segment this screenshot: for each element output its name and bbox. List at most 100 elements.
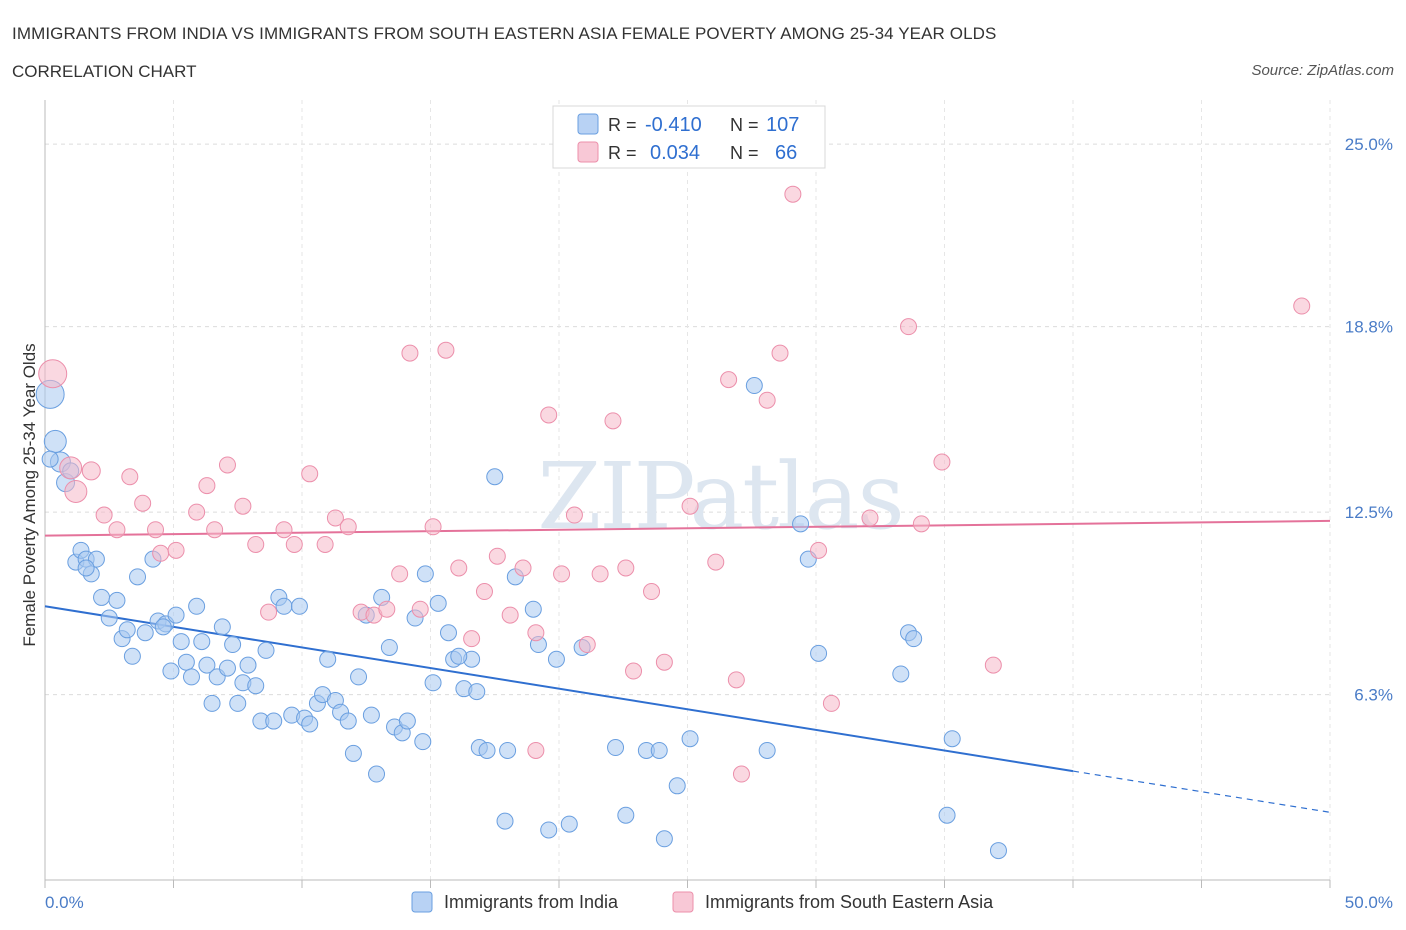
data-point-india (77, 559, 95, 577)
data-point-india (524, 600, 542, 618)
legend-r-label-india: R = (608, 115, 637, 135)
data-point-sea (727, 671, 745, 689)
data-point-india (93, 588, 111, 606)
legend-swatch-india (577, 113, 599, 135)
y-tick-label: 6.3% (1354, 686, 1393, 705)
chart-subtitle: CORRELATION CHART (12, 62, 197, 81)
data-point-india (439, 624, 457, 642)
data-point-india (650, 741, 668, 759)
data-points (35, 185, 1311, 860)
data-point-india (193, 633, 211, 651)
data-point-sea (604, 412, 622, 430)
data-point-sea (81, 461, 101, 481)
data-point-india (892, 665, 910, 683)
data-point-india (172, 633, 190, 651)
data-point-india (745, 377, 763, 395)
data-point-sea (488, 547, 506, 565)
data-point-sea (501, 606, 519, 624)
data-point-sea (301, 465, 319, 483)
data-point-sea (984, 656, 1002, 674)
data-point-sea (234, 497, 252, 515)
data-point-india (424, 674, 442, 692)
data-point-sea (450, 559, 468, 577)
data-point-india (123, 647, 141, 665)
data-point-india (540, 821, 558, 839)
data-point-sea (152, 544, 170, 562)
legend-r-label-sea: R = (608, 143, 637, 163)
data-point-india (167, 606, 185, 624)
x-tick-label: 50.0% (1345, 893, 1393, 912)
bottom-legend-swatch-india (411, 891, 433, 913)
data-point-sea (339, 518, 357, 536)
data-point-india (239, 656, 257, 674)
data-point-sea (424, 518, 442, 536)
data-point-india (257, 641, 275, 659)
data-point-india (810, 644, 828, 662)
data-point-sea (720, 371, 738, 389)
bottom-legend: Immigrants from India Immigrants from So… (411, 891, 994, 913)
data-point-sea (391, 565, 409, 583)
data-point-india (108, 591, 126, 609)
trend-line-sea (44, 519, 1331, 537)
data-point-india (668, 777, 686, 795)
data-point-india (905, 630, 923, 648)
data-point-sea (732, 765, 750, 783)
legend-n-label-india: N = (730, 115, 759, 135)
data-point-india (478, 741, 496, 759)
data-point-india (617, 806, 635, 824)
y-tick-label: 25.0% (1345, 135, 1393, 154)
data-point-sea (771, 344, 789, 362)
data-point-india (319, 650, 337, 668)
data-point-india (177, 653, 195, 671)
data-point-sea (316, 535, 334, 553)
data-point-sea (401, 344, 419, 362)
data-point-india (188, 597, 206, 615)
data-point-sea (188, 503, 206, 521)
data-point-india (792, 515, 810, 533)
data-point-india (182, 668, 200, 686)
data-point-sea (206, 521, 224, 539)
data-point-sea (527, 741, 545, 759)
data-point-sea (810, 541, 828, 559)
data-point-sea (625, 662, 643, 680)
data-point-sea (553, 565, 571, 583)
data-point-india (681, 730, 699, 748)
data-point-india (496, 812, 514, 830)
data-point-india (547, 650, 565, 668)
data-point-india (943, 730, 961, 748)
data-point-india (368, 765, 386, 783)
trend-lines (44, 519, 1331, 813)
data-point-india (301, 715, 319, 733)
data-point-sea (411, 600, 429, 618)
data-point-sea (758, 391, 776, 409)
bottom-legend-label-sea: Immigrants from South Eastern Asia (705, 892, 994, 912)
data-point-india (198, 656, 216, 674)
data-point-sea (527, 624, 545, 642)
chart-title: IMMIGRANTS FROM INDIA VS IMMIGRANTS FROM… (12, 24, 997, 43)
data-point-sea (59, 456, 83, 480)
data-point-sea (617, 559, 635, 577)
data-point-sea (38, 359, 68, 389)
data-point-india (938, 806, 956, 824)
data-point-sea (378, 600, 396, 618)
data-point-india (154, 618, 172, 636)
data-point-sea (147, 521, 165, 539)
data-point-india (607, 739, 625, 757)
data-point-sea (912, 515, 930, 533)
data-point-india (218, 659, 236, 677)
x-tick-labels: 0.0% 50.0% (45, 893, 1393, 912)
data-point-india (265, 712, 283, 730)
y-tick-label: 12.5% (1345, 503, 1393, 522)
legend-n-value-sea: 66 (775, 142, 797, 164)
data-point-sea (260, 603, 278, 621)
data-point-sea (108, 521, 126, 539)
data-point-india (560, 815, 578, 833)
data-point-india (450, 647, 468, 665)
data-point-india (350, 668, 368, 686)
legend-r-value-india: -0.410 (645, 114, 702, 136)
data-point-sea (784, 185, 802, 203)
data-point-sea (655, 653, 673, 671)
data-point-sea (198, 477, 216, 495)
x-tick-label: 0.0% (45, 893, 84, 912)
